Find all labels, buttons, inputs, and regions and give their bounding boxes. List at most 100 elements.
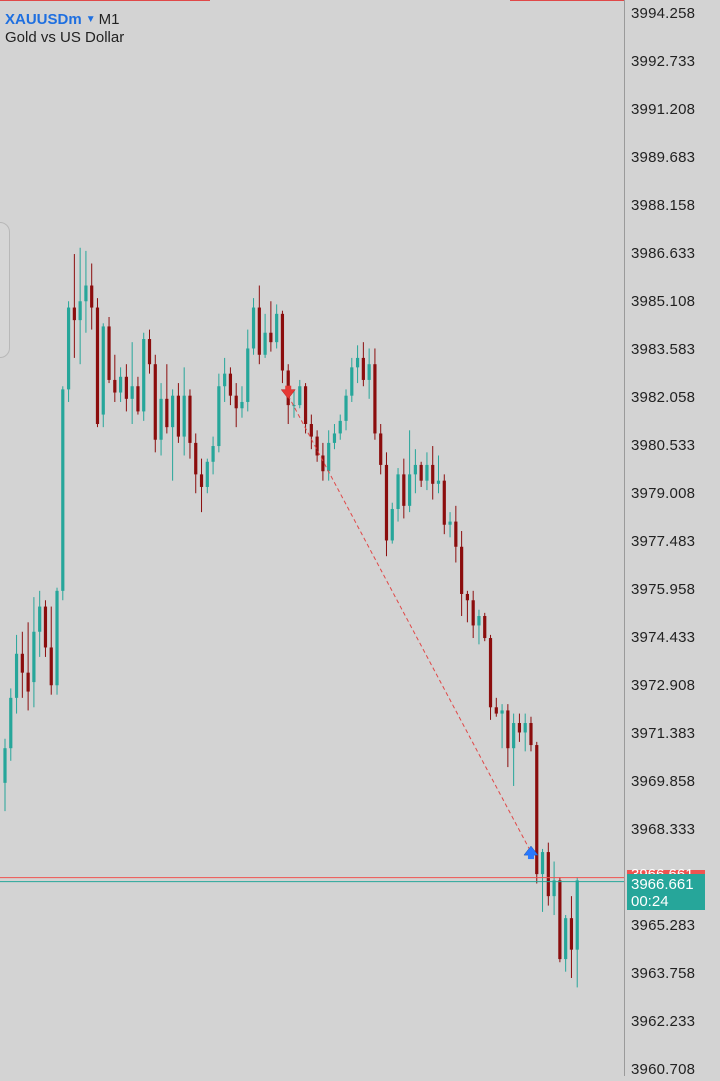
candle-body (90, 285, 94, 308)
candle-body (454, 521, 458, 547)
candle-body (494, 707, 498, 714)
candle-body (280, 313, 285, 371)
candle-body (130, 386, 134, 399)
price-tick-label: 3968.333 (631, 821, 696, 838)
candle-body (257, 307, 261, 355)
candle-body (182, 395, 186, 437)
candle-body (43, 606, 48, 648)
candle-body (119, 376, 123, 393)
candle-body (419, 464, 423, 481)
price-tick-label: 3969.858 (631, 773, 696, 790)
chart-area[interactable] (0, 0, 624, 1076)
candle-body (408, 474, 412, 506)
price-tick-label: 3991.208 (631, 101, 696, 118)
top-edge-line (0, 0, 210, 1)
bar-countdown: 00:24 (631, 893, 669, 910)
candle-body (61, 389, 65, 591)
candle-body (9, 697, 13, 749)
candle-body (379, 433, 383, 465)
candle-body (460, 546, 464, 594)
candle-body (217, 386, 221, 447)
candle-body (84, 285, 88, 302)
candle-body (564, 918, 568, 960)
candle-body (38, 606, 42, 632)
candle-body (176, 395, 180, 437)
price-tick-label: 3988.158 (631, 197, 696, 214)
ask-price-label: 3966.661 (631, 867, 694, 875)
candle-body (569, 918, 574, 950)
candle-body (384, 464, 389, 541)
candle-body (78, 301, 82, 321)
price-tick-label: 3974.433 (631, 629, 696, 646)
candle-body (298, 386, 302, 406)
current-price: 3966.661 (631, 876, 694, 893)
candle-body (303, 386, 308, 425)
candle-body (390, 508, 394, 541)
candle-body (32, 631, 36, 683)
candle-body (228, 373, 233, 396)
candle-body (413, 464, 417, 475)
candle-body (350, 367, 354, 396)
candle-body (327, 442, 331, 472)
candle-body (199, 474, 204, 487)
symbol-name[interactable]: XAUUSDm (5, 11, 82, 28)
candle-body (321, 455, 325, 472)
symbol-dropdown-icon[interactable]: ▼ (85, 14, 96, 25)
candle-body (147, 339, 152, 365)
ask-price-tag (627, 870, 705, 875)
candle-body (477, 616, 481, 626)
candle-body (49, 647, 53, 686)
price-tick-label: 3989.683 (631, 149, 696, 166)
candle-body (269, 332, 273, 343)
sell-arrow-icon (285, 385, 292, 391)
candle-body (465, 593, 469, 601)
side-panel-handle[interactable] (0, 222, 10, 358)
candle-body (535, 745, 539, 875)
candle-body (523, 723, 527, 733)
candle-body (107, 326, 111, 380)
candle-body (552, 880, 556, 897)
candle-body (14, 653, 19, 698)
candle-body (425, 464, 429, 481)
candlestick-chart[interactable] (0, 0, 624, 1076)
candle-body (448, 521, 452, 525)
candle-body (171, 395, 175, 428)
candle-body (309, 424, 313, 437)
price-tick-label: 3972.908 (631, 677, 696, 694)
price-tick-label: 3994.258 (631, 5, 696, 22)
symbol-header: XAUUSDm ▼ M1 (5, 11, 119, 29)
price-tick-label: 3979.008 (631, 485, 696, 502)
price-tick-label: 3985.108 (631, 293, 696, 310)
candle-body (506, 710, 510, 749)
price-tick-label: 3982.058 (631, 389, 696, 406)
candle-body (26, 672, 30, 692)
timeframe-label[interactable]: M1 (98, 11, 120, 28)
top-edge-line (510, 0, 720, 1)
candle-body (540, 852, 545, 875)
sell-arrow-icon (280, 389, 296, 400)
candle-body (55, 590, 59, 686)
candle-body (101, 326, 105, 415)
candle-body (95, 307, 100, 425)
price-tick-label: 3971.383 (631, 725, 696, 742)
price-tick-label: 3986.633 (631, 245, 696, 262)
price-tick-label: 3983.583 (631, 341, 696, 358)
candle-body (355, 357, 360, 368)
trade-connection-line (287, 395, 532, 853)
price-axis[interactable]: 3994.258 3992.733 3991.208 3989.683 3988.158… (624, 0, 720, 1078)
candle-body (20, 653, 24, 673)
candle-body (240, 401, 244, 409)
candle-body (223, 373, 227, 387)
price-tick-label: 3963.758 (631, 965, 696, 982)
candle-body (246, 348, 250, 402)
symbol-description: Gold vs US Dollar (5, 29, 125, 46)
candle-body (136, 386, 140, 412)
candle-body (431, 464, 435, 484)
candle-body (194, 442, 198, 475)
candle-body (471, 600, 475, 626)
candle-body (315, 436, 319, 456)
candle-body (263, 332, 267, 355)
candle-body (575, 880, 579, 950)
candle-body (344, 395, 348, 421)
candle-body (205, 461, 209, 487)
